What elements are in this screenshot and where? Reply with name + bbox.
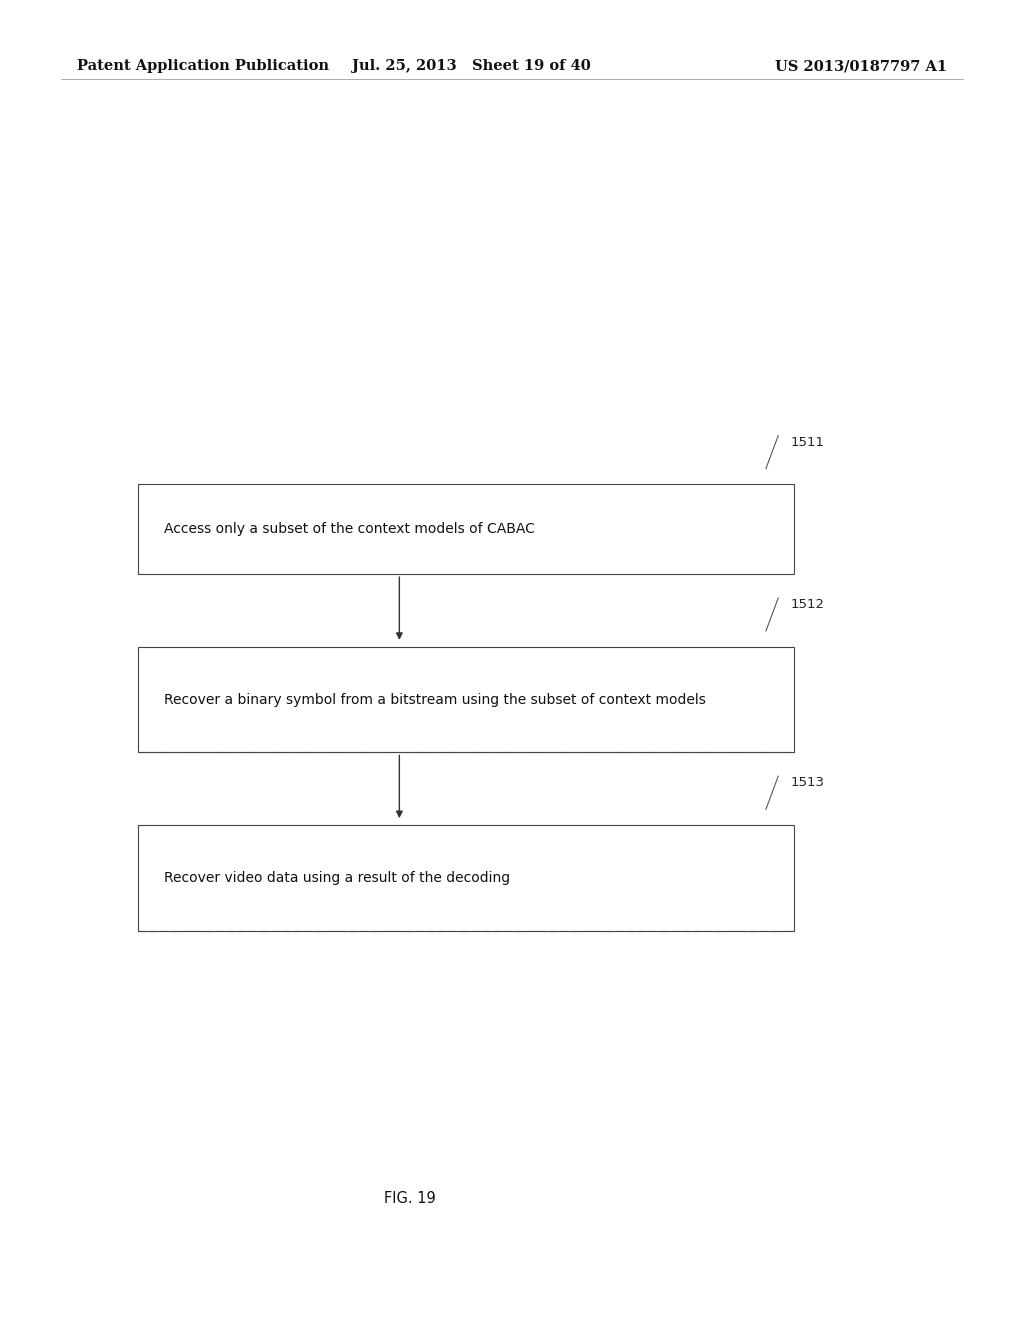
Text: US 2013/0187797 A1: US 2013/0187797 A1 [775,59,947,73]
Bar [138,647,794,752]
Text: 1512: 1512 [791,598,824,611]
Bar [138,825,794,931]
Text: Recover video data using a result of the decoding: Recover video data using a result of the… [164,871,510,884]
Text: Jul. 25, 2013   Sheet 19 of 40: Jul. 25, 2013 Sheet 19 of 40 [351,59,591,73]
Text: Patent Application Publication: Patent Application Publication [77,59,329,73]
Text: FIG. 19: FIG. 19 [384,1191,435,1206]
Text: 1513: 1513 [791,776,824,789]
Bar [138,484,794,574]
Text: Access only a subset of the context models of CABAC: Access only a subset of the context mode… [164,523,535,536]
Text: 1511: 1511 [791,436,824,449]
Text: Recover a binary symbol from a bitstream using the subset of context models: Recover a binary symbol from a bitstream… [164,693,706,706]
